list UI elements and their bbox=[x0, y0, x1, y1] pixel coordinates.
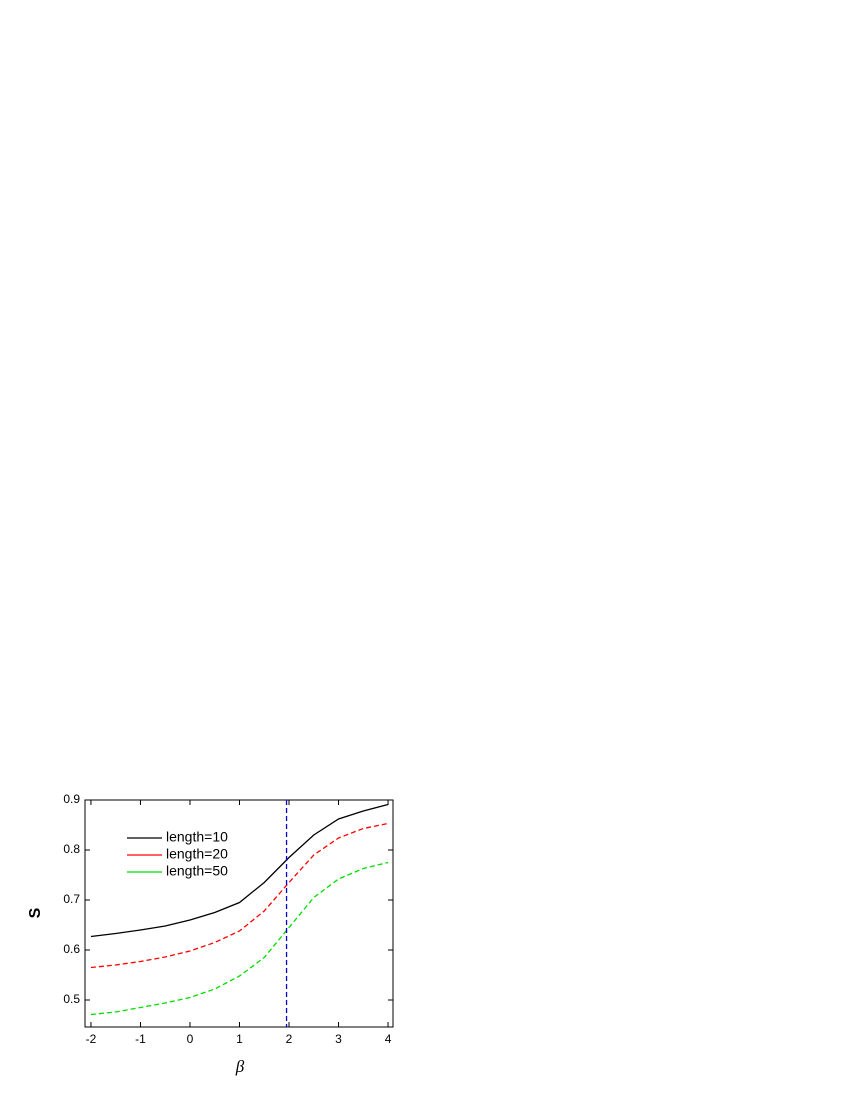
x-tick-label: -2 bbox=[86, 1032, 97, 1046]
y-axis-label: S bbox=[27, 907, 44, 918]
x-tick-label: -1 bbox=[135, 1032, 146, 1046]
x-tick-label: 1 bbox=[236, 1032, 243, 1046]
x-tick-label: 4 bbox=[385, 1032, 392, 1046]
y-tick-label: 0.5 bbox=[63, 992, 80, 1006]
y-tick-label: 0.9 bbox=[63, 792, 80, 806]
legend-label: length=50 bbox=[166, 863, 228, 879]
series-line bbox=[90, 803, 389, 938]
x-tick-label: 3 bbox=[335, 1032, 342, 1046]
x-tick-label: 2 bbox=[286, 1032, 293, 1046]
series-line bbox=[90, 861, 389, 1016]
y-tick-label: 0.8 bbox=[63, 842, 80, 856]
legend-label: length=20 bbox=[166, 846, 228, 862]
legend-label: length=10 bbox=[166, 829, 228, 845]
plot-frame bbox=[84, 799, 394, 1028]
x-axis-label: β bbox=[235, 1057, 245, 1076]
y-tick-label: 0.7 bbox=[63, 892, 80, 906]
series-line bbox=[90, 822, 389, 969]
y-tick-label: 0.6 bbox=[63, 942, 80, 956]
x-tick-label: 0 bbox=[187, 1032, 194, 1046]
